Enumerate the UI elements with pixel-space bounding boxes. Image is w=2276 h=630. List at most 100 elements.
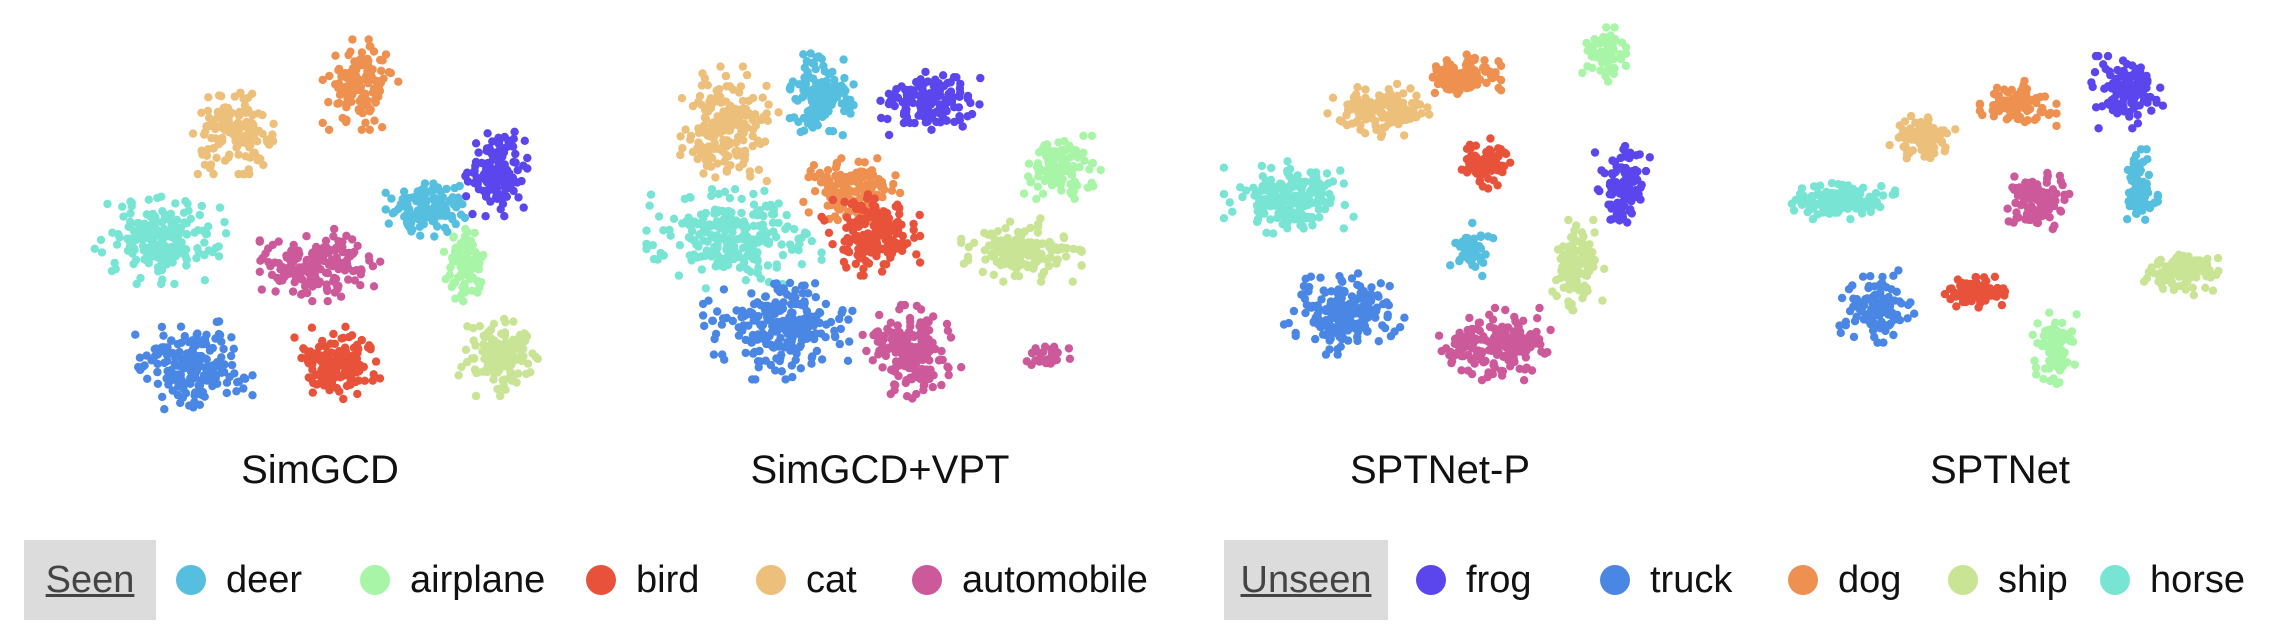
point-horse [778,250,788,260]
point-cat [1342,110,1351,120]
point-airplane [1610,23,1619,32]
point-dog [1496,75,1506,85]
point-horse [172,238,182,247]
point-horse [723,242,732,252]
point-truck [176,322,186,331]
point-deer [430,194,440,203]
point-ship [1044,261,1054,271]
point-dog [1469,55,1478,64]
point-deer [819,61,828,71]
point-automobile [340,266,350,275]
point-automobile [274,237,283,246]
point-truck [1297,290,1306,299]
point-frog [921,118,930,127]
point-deer [1479,258,1488,267]
point-dog [831,163,841,172]
point-cat [1335,116,1345,125]
point-deer [1478,271,1487,281]
point-cat [727,121,736,131]
point-truck [807,359,816,368]
point-deer [1481,250,1490,259]
point-automobile [942,319,952,329]
point-truck [210,362,220,371]
point-automobile [916,305,926,314]
cluster-automobile [255,224,385,306]
point-automobile [322,280,331,289]
point-frog [1619,197,1628,206]
point-frog [1616,189,1625,198]
point-automobile [879,335,888,344]
point-bird [824,228,834,237]
point-automobile [883,324,892,333]
point-truck [751,375,760,384]
point-frog [514,193,523,202]
point-truck [761,356,770,365]
point-frog [2152,95,2161,105]
point-automobile [1509,344,1519,353]
point-frog [1627,197,1636,206]
point-horse [1274,202,1284,212]
point-truck [816,329,826,338]
point-horse [1284,192,1294,201]
point-horse [171,252,180,261]
point-horse [144,195,153,204]
point-ship [1590,228,1599,237]
point-automobile [336,259,345,268]
point-ship [1010,271,1019,280]
point-ship [959,259,968,268]
point-truck [838,306,847,315]
point-bird [308,388,317,397]
point-cat [758,93,767,102]
cluster-frog [461,127,532,221]
point-bird [371,357,381,366]
point-frog [876,96,885,106]
point-horse [730,185,740,194]
point-cat [762,109,771,118]
point-ship [1029,262,1038,271]
point-truck [787,300,796,309]
point-truck [808,352,817,361]
cluster-frog [1590,141,1654,227]
point-automobile [1467,355,1476,364]
point-bird [369,370,378,379]
cluster-dog [1428,50,1506,99]
point-truck [1334,291,1344,301]
point-dog [353,58,362,67]
cluster-airplane [1578,23,1631,86]
point-cat [1356,111,1366,120]
point-horse [157,192,166,201]
point-ship [999,254,1009,263]
point-cat [738,62,748,71]
point-horse [214,242,223,251]
point-automobile [929,312,938,321]
point-dog [318,75,327,85]
point-horse [675,241,685,250]
cluster-deer [2123,145,2162,224]
point-bird [882,242,892,251]
cluster-bird [1457,134,1515,193]
point-truck [160,405,169,414]
point-truck [718,350,727,359]
point-horse [674,271,684,280]
point-deer [811,64,820,74]
point-cat [1407,99,1417,108]
point-frog [910,118,919,128]
point-truck [194,357,204,366]
point-cat [1347,99,1356,109]
point-ship [1565,285,1574,294]
point-deer [798,92,808,101]
point-frog [943,78,952,88]
point-cat [1355,98,1365,108]
point-airplane [475,283,484,292]
point-dog [334,99,344,108]
point-automobile [1475,318,1485,327]
point-ship [1585,251,1595,261]
point-ship [469,354,479,363]
point-deer [417,200,426,209]
point-frog [500,132,509,142]
point-automobile [937,380,946,390]
point-horse [1315,213,1324,222]
point-cat [1400,131,1409,140]
point-deer [826,93,835,103]
scatter-plot-simgcd [90,35,542,414]
